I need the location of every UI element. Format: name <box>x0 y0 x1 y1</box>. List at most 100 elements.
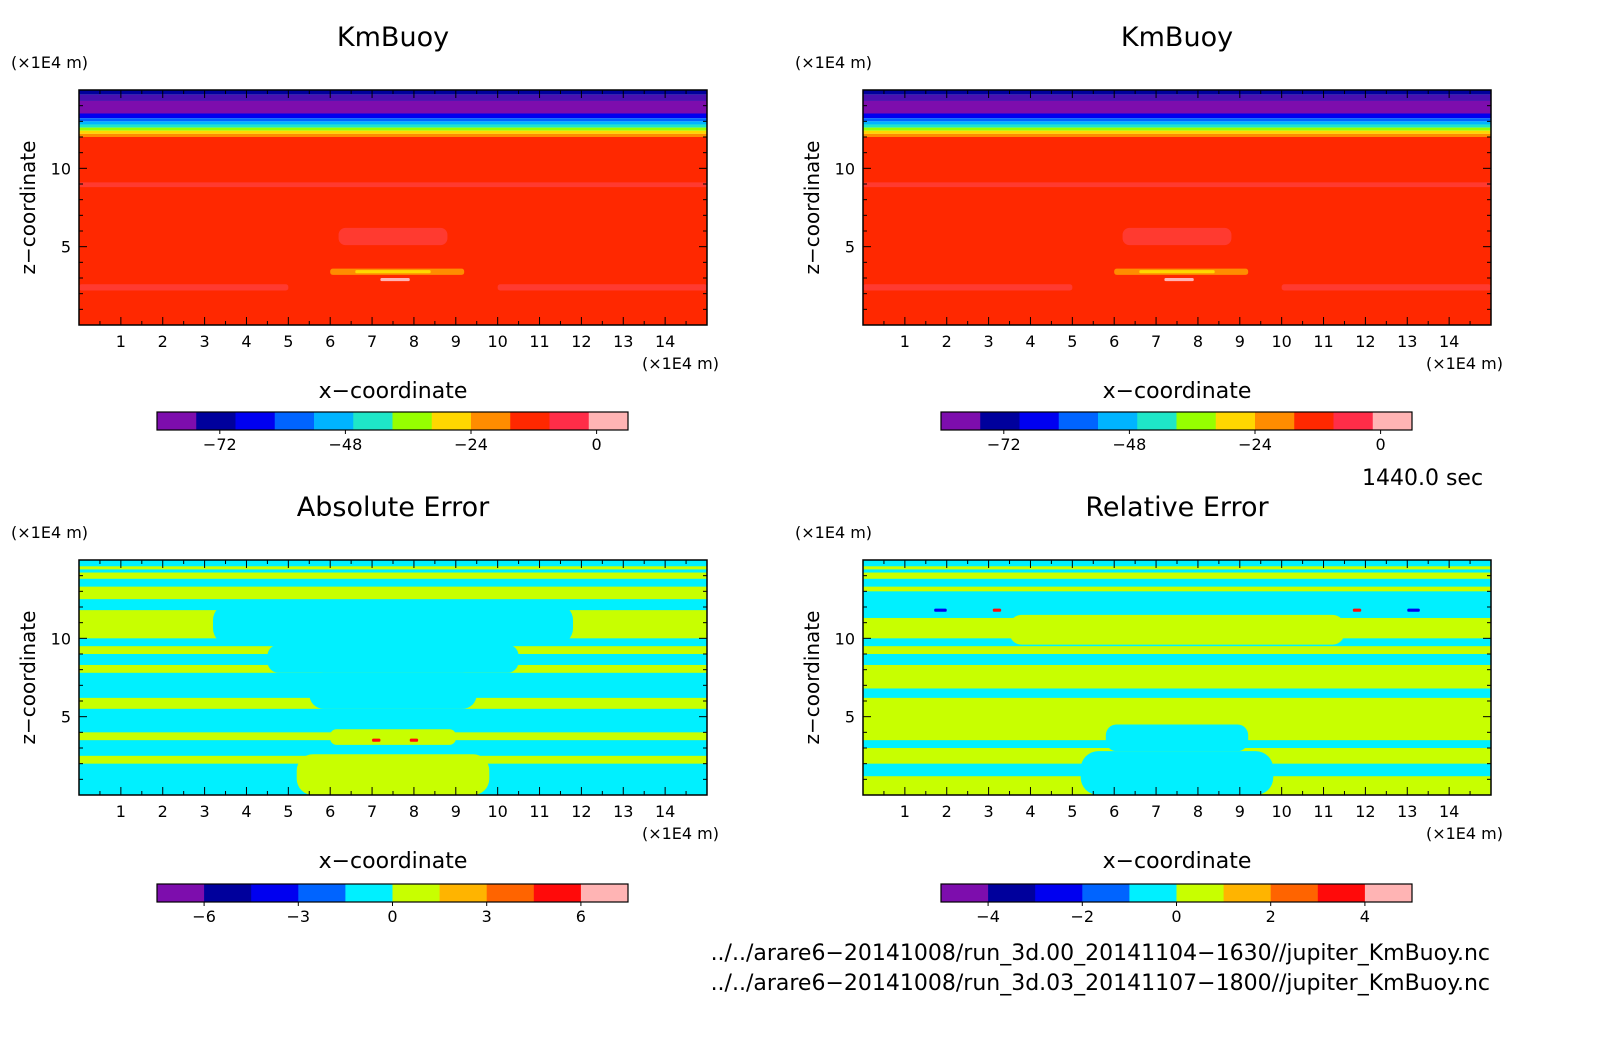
x-axis-label: x−coordinate <box>1103 849 1252 874</box>
x-tick-label: 1 <box>900 332 910 351</box>
contour-feature-4 <box>992 608 1002 612</box>
contour-feature-6 <box>409 738 419 742</box>
colorbar-swatch-2 <box>251 884 299 902</box>
x-tick-label: 13 <box>1397 802 1417 821</box>
contour-feature-5 <box>863 284 1073 291</box>
colorbar-tick-label: 4 <box>1360 907 1370 926</box>
colorbar-swatch-9 <box>1364 884 1413 902</box>
x-tick-label: 11 <box>1313 802 1333 821</box>
contour-band-8 <box>79 130 707 134</box>
contour-band-1 <box>863 569 1491 573</box>
contour-band-5 <box>863 654 1491 665</box>
contour-band-2 <box>863 578 1491 587</box>
contour-feature-4 <box>380 278 410 282</box>
x-tick-label: 2 <box>942 802 952 821</box>
colorbar-swatch-6 <box>1223 884 1272 902</box>
contour-feature-6 <box>1407 608 1420 612</box>
colorbar-tick-label: 2 <box>1266 907 1276 926</box>
contour-band-7 <box>79 127 707 131</box>
y-tick-label: 5 <box>845 708 855 727</box>
contour-feature-0 <box>212 603 574 645</box>
x-tick-label: 11 <box>1313 332 1333 351</box>
contour-feature-4 <box>1164 278 1194 282</box>
x-tick-label: 2 <box>158 802 168 821</box>
x-tick-label: 3 <box>200 802 210 821</box>
contour-band-7 <box>79 708 707 733</box>
contour-feature-1 <box>1122 227 1232 246</box>
colorbar-swatch-8 <box>1255 412 1295 430</box>
x-tick-label: 6 <box>325 802 335 821</box>
x-tick-label: 12 <box>571 332 591 351</box>
contour-band-5 <box>79 121 707 125</box>
y-tick-label: 10 <box>51 159 71 178</box>
colorbar-swatch-5 <box>392 884 441 902</box>
x-tick-label: 4 <box>241 802 251 821</box>
x-tick-label: 10 <box>1271 802 1291 821</box>
colorbar-swatch-10 <box>1333 412 1374 430</box>
colorbar-swatch-8 <box>1317 884 1366 902</box>
x-tick-label: 12 <box>571 802 591 821</box>
colorbar-swatch-6 <box>439 884 488 902</box>
colorbar-swatch-2 <box>1019 412 1060 430</box>
colorbar-tick-label: −6 <box>192 907 216 926</box>
colorbar-swatch-1 <box>988 884 1036 902</box>
x-tick-label: 7 <box>1151 802 1161 821</box>
x-tick-label: 4 <box>1025 802 1035 821</box>
plot-area <box>863 90 1491 325</box>
x-tick-label: 3 <box>200 332 210 351</box>
contour-feature-0 <box>863 182 1491 188</box>
x-tick-label: 8 <box>409 802 419 821</box>
colorbar-swatch-7 <box>486 884 535 902</box>
colorbar-swatch-10 <box>549 412 590 430</box>
x-tick-label: 11 <box>529 332 549 351</box>
colorbar-frame <box>156 411 629 431</box>
contour-band-1 <box>79 569 707 573</box>
x-tick-label: 1 <box>116 802 126 821</box>
contour-feature-1 <box>338 227 448 246</box>
contour-band-2 <box>79 578 707 587</box>
x-tick-label: 8 <box>409 332 419 351</box>
contour-feature-2 <box>1105 724 1249 752</box>
x-tick-label: 7 <box>367 802 377 821</box>
x-tick-label: 3 <box>984 332 994 351</box>
contour-band-3 <box>863 113 1491 119</box>
contour-feature-0 <box>1009 614 1345 645</box>
x-tick-label: 14 <box>655 802 675 821</box>
x-tick-label: 9 <box>1235 332 1245 351</box>
contour-feature-6 <box>497 284 707 291</box>
colorbar-tick-label: −72 <box>987 435 1021 454</box>
colorbar-swatch-2 <box>235 412 276 430</box>
colorbar-swatch-1 <box>196 412 236 430</box>
colorbar-swatch-7 <box>1215 412 1256 430</box>
x-tick-label: 10 <box>487 332 507 351</box>
y-unit-label: (×1E4 m) <box>11 523 88 542</box>
contour-band-1 <box>79 94 707 101</box>
contour-feature-3 <box>355 270 431 274</box>
colorbar-swatch-4 <box>345 884 393 902</box>
x-tick-label: 12 <box>1355 332 1375 351</box>
contour-band-7 <box>863 127 1491 131</box>
contour-band-2 <box>79 100 707 114</box>
x-tick-label: 5 <box>1067 332 1077 351</box>
colorbar-swatch-5 <box>353 412 393 430</box>
contour-band-8 <box>863 130 1491 134</box>
chart-title: Relative Error <box>1085 492 1269 523</box>
y-unit-label: (×1E4 m) <box>795 53 872 72</box>
plot-area <box>79 560 707 795</box>
x-tick-label: 4 <box>241 332 251 351</box>
contour-band-1 <box>863 94 1491 101</box>
colorbar-swatch-0 <box>157 884 205 902</box>
x-tick-label: 14 <box>655 332 675 351</box>
colorbar-swatch-3 <box>1058 412 1099 430</box>
colorbar-swatch-5 <box>1176 884 1225 902</box>
contour-band-6 <box>863 124 1491 128</box>
colorbar-tick-label: −3 <box>287 907 311 926</box>
contour-band-4 <box>79 118 707 122</box>
y-unit-label: (×1E4 m) <box>795 523 872 542</box>
x-tick-label: 10 <box>487 802 507 821</box>
plot-area <box>863 560 1491 795</box>
x-tick-label: 6 <box>1109 802 1119 821</box>
